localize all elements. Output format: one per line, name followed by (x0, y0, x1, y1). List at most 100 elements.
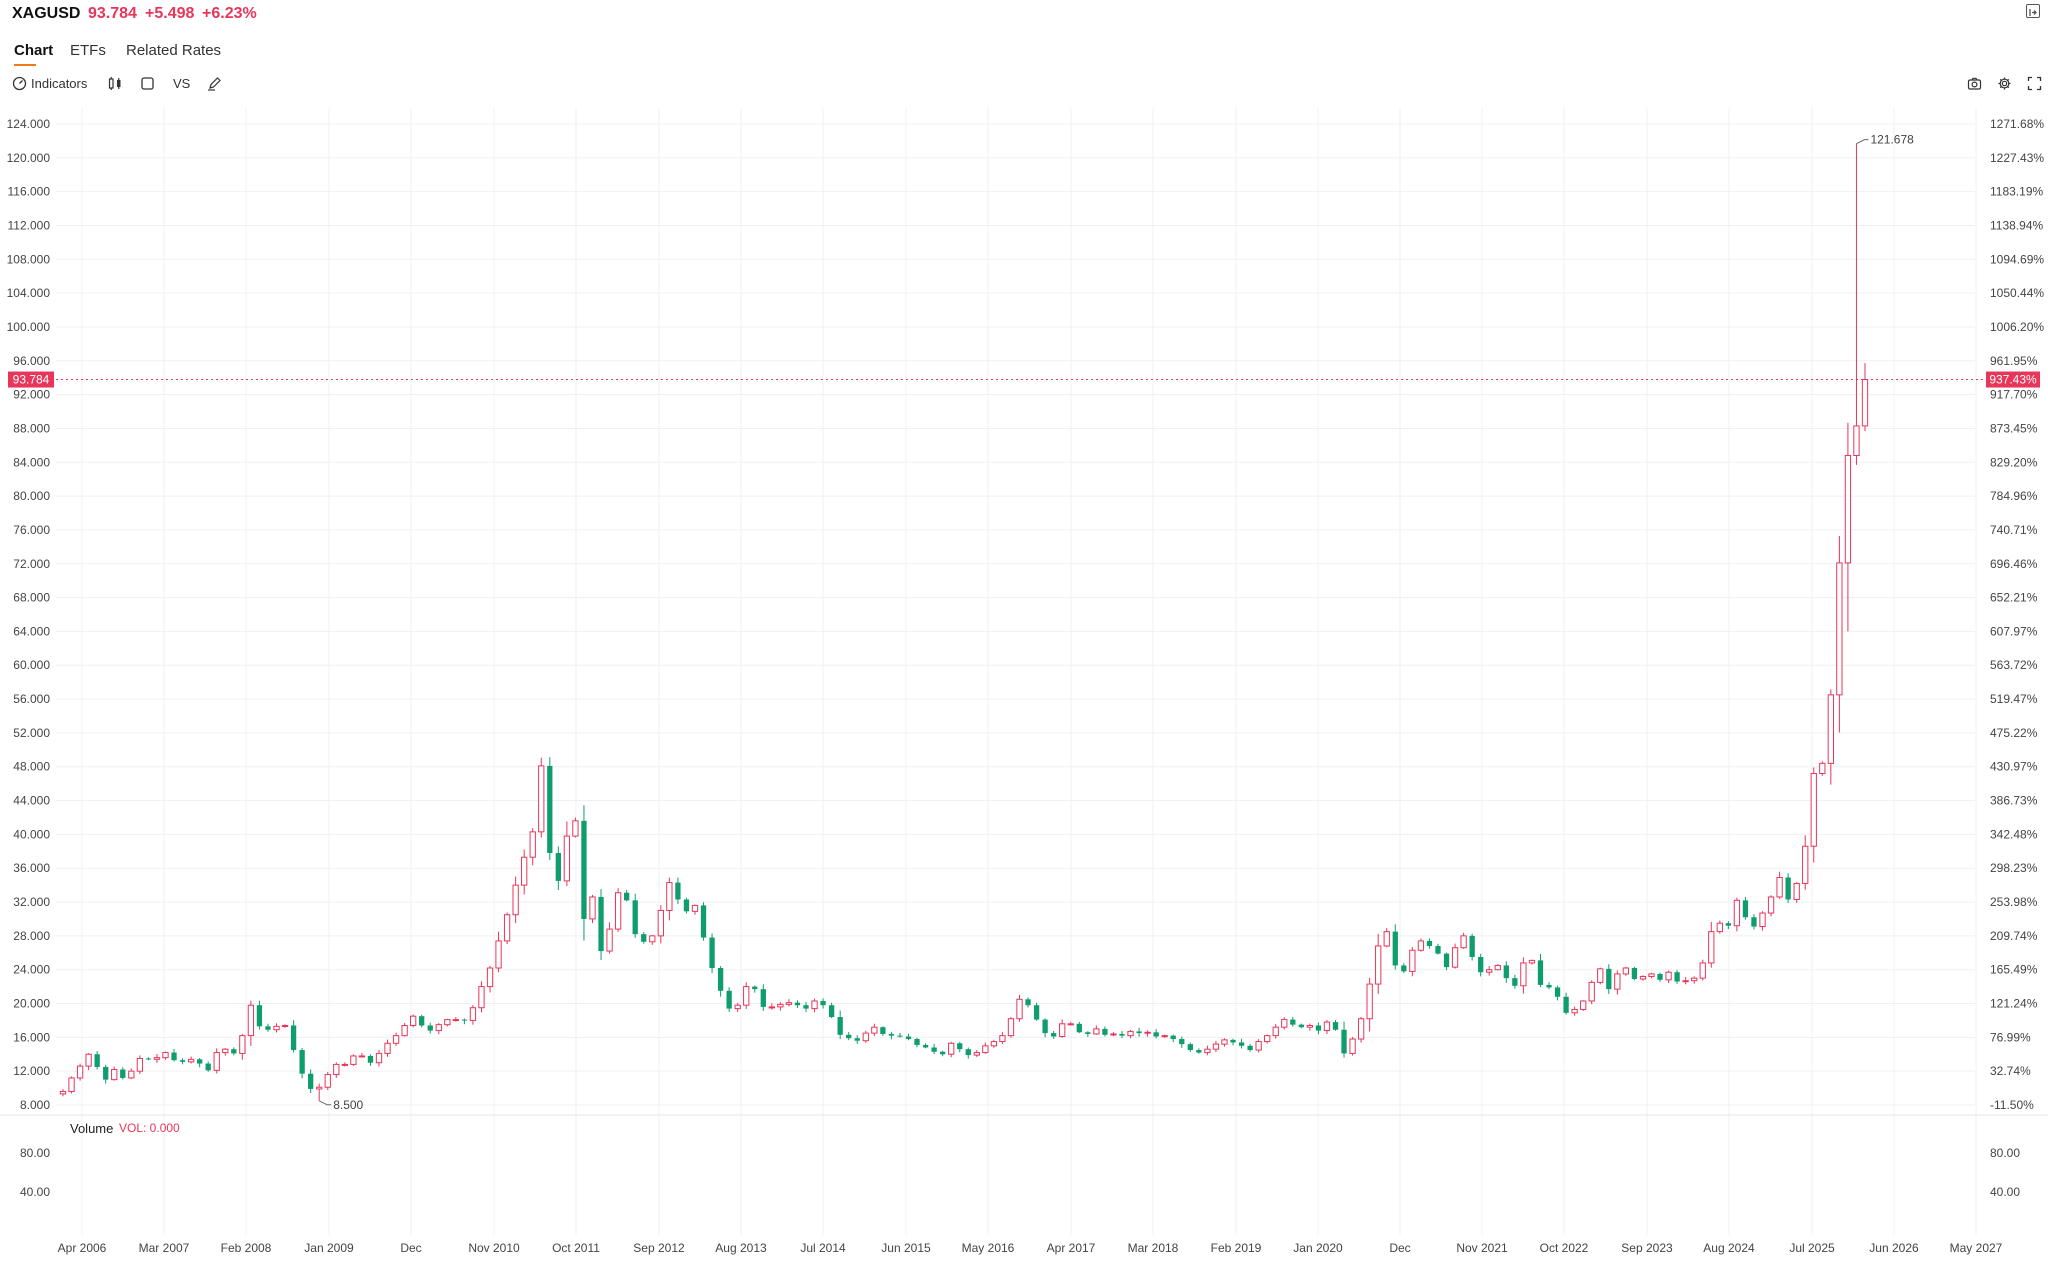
chart-toolbar: Indicators VS (0, 74, 2048, 98)
candle (734, 1002, 741, 1013)
candle (350, 1054, 357, 1066)
candle (341, 1062, 348, 1067)
candle (1426, 938, 1433, 949)
indicators-button[interactable]: Indicators (12, 76, 87, 91)
candle (1827, 689, 1834, 785)
candle (1699, 959, 1706, 981)
price-change: +5.498 (145, 5, 195, 22)
candle (1588, 980, 1595, 1005)
candle (1512, 974, 1518, 989)
candle (316, 1083, 323, 1101)
percent-tick-label: 76.99% (1990, 1030, 2031, 1044)
candle-body (486, 967, 494, 988)
price-chart[interactable]: 8.000 -11.50% 12.000 32.74% 16.000 76.99% 20.0… (0, 100, 2048, 1266)
candle-body (1204, 1048, 1211, 1054)
x-tick-label: Feb 2019 (1211, 1241, 1262, 1255)
candle (717, 966, 724, 997)
candle (1085, 1031, 1091, 1037)
candle (1639, 975, 1647, 981)
candle (768, 1003, 775, 1010)
candle-body (973, 1052, 980, 1056)
x-tick-label: Sep 2023 (1621, 1241, 1673, 1255)
tab-related-rates[interactable]: Related Rates (126, 42, 222, 59)
percent-tick-label: 784.96% (1990, 489, 2038, 503)
candle (1606, 964, 1612, 994)
candle (803, 1002, 809, 1013)
vs-button[interactable]: VS (173, 76, 190, 91)
candle (401, 1023, 408, 1037)
percent-tick-label: 1094.69% (1990, 252, 2044, 266)
candle (1469, 933, 1475, 961)
candle-body (1503, 965, 1509, 979)
x-tick-label: Dec (400, 1241, 421, 1255)
candle (940, 1050, 946, 1057)
percent-tick-label: 1183.19% (1990, 185, 2043, 199)
candle (213, 1048, 220, 1074)
candle (265, 1023, 271, 1032)
candle (1435, 943, 1441, 955)
candle (965, 1047, 971, 1059)
candle (1153, 1029, 1159, 1039)
candle (1067, 1021, 1074, 1026)
candle-body (171, 1052, 177, 1061)
screenshot-button[interactable] (1967, 76, 1982, 91)
candle (111, 1066, 118, 1081)
candle-body (803, 1005, 809, 1009)
candle-body (1725, 923, 1732, 926)
settings-button[interactable] (1997, 76, 2012, 91)
candle (1238, 1038, 1245, 1049)
candle (1767, 895, 1775, 917)
candle (410, 1014, 417, 1028)
tab-chart[interactable]: Chart (14, 42, 54, 59)
x-tick-label: Dec (1389, 1241, 1410, 1255)
candle (709, 933, 715, 974)
price-tick-label: 72.000 (13, 557, 50, 571)
candle-body (905, 1036, 912, 1040)
price-tick-label: 120.000 (7, 151, 51, 165)
x-tick-label: Aug 2024 (1703, 1241, 1755, 1255)
candle (982, 1042, 989, 1054)
fullscreen-button[interactable] (2027, 76, 2042, 91)
candle-body (828, 1005, 835, 1018)
volume-label: Volume (70, 1121, 114, 1136)
candle-body (1230, 1039, 1236, 1043)
candle-body (837, 1017, 843, 1035)
draw-button[interactable] (207, 76, 222, 91)
candlestick-series (59, 143, 1869, 1101)
candle-body (1528, 959, 1536, 964)
candle-body (1494, 964, 1501, 971)
candle-body (1042, 1019, 1048, 1034)
candle (1102, 1026, 1108, 1037)
candle-body (1571, 1008, 1578, 1014)
candle-body (1366, 983, 1373, 1020)
tab-etfs[interactable]: ETFs (70, 42, 106, 59)
candle (1315, 1022, 1322, 1035)
candle (1247, 1044, 1253, 1052)
candle (1272, 1023, 1279, 1039)
candle-body (59, 1090, 67, 1095)
candle-body (888, 1033, 895, 1036)
chart-type-button[interactable] (107, 76, 123, 91)
candle (563, 821, 571, 887)
candle (1255, 1039, 1262, 1053)
candle-body (1264, 1035, 1271, 1043)
candle-body (410, 1015, 417, 1027)
candle-body (897, 1035, 903, 1037)
candle-body (512, 884, 519, 916)
candle (375, 1050, 383, 1067)
price-tick-label: 40.000 (13, 827, 50, 841)
compare-square-button[interactable] (140, 76, 155, 91)
expand-panel-icon[interactable] (2026, 4, 2040, 18)
candle (1110, 1032, 1117, 1037)
percent-tick-label: 298.23% (1990, 861, 2038, 875)
x-tick-label: Oct 2011 (552, 1241, 600, 1255)
candle (495, 931, 502, 973)
candle-body (85, 1053, 92, 1067)
candle-body (1853, 425, 1860, 457)
candle-body (760, 989, 766, 1007)
candle (1546, 982, 1552, 990)
candle-body (1648, 973, 1655, 977)
candle-body (717, 967, 724, 991)
min-marker-line (318, 1100, 332, 1106)
x-tick-label: Jun 2015 (881, 1241, 931, 1255)
